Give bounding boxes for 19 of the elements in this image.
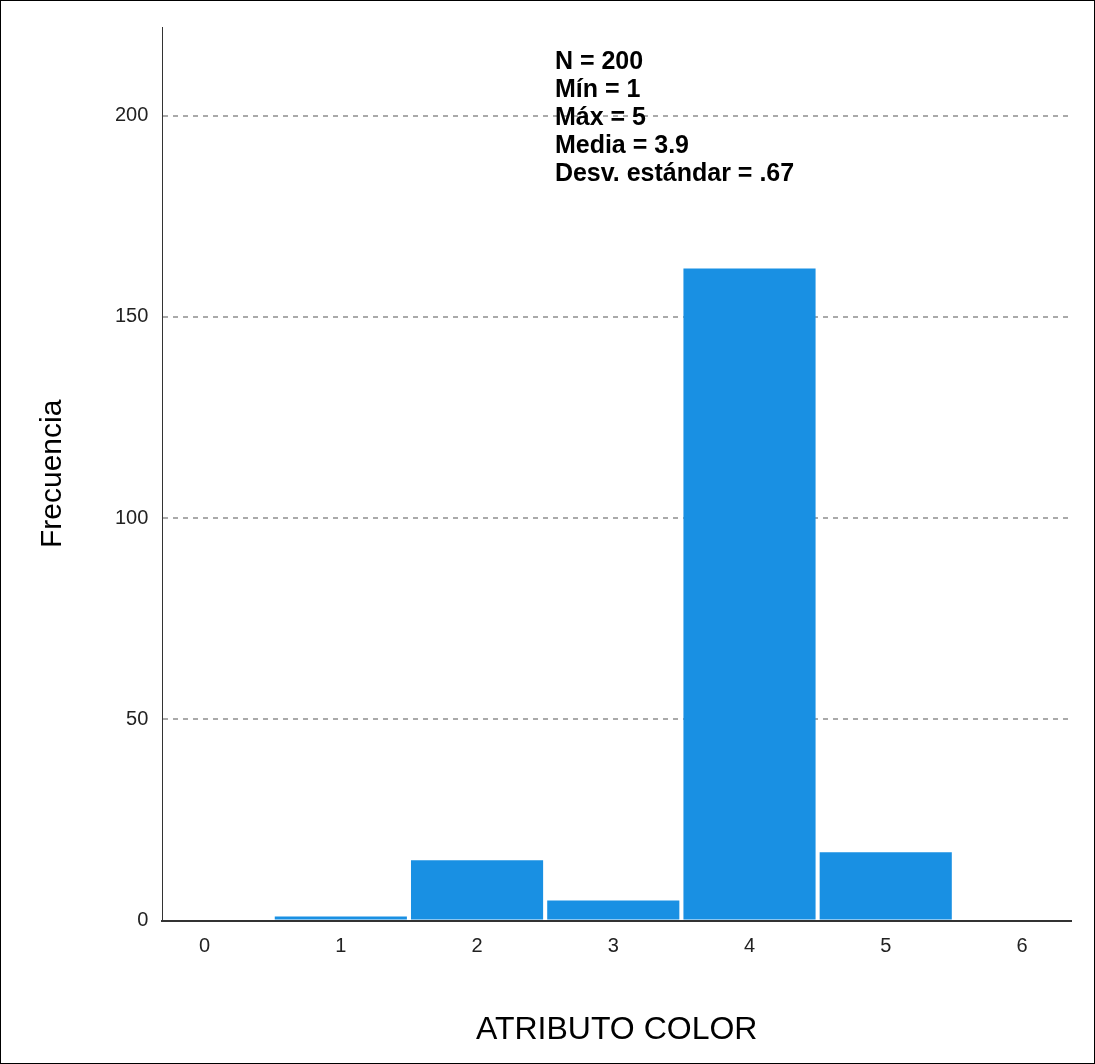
x-tick-label: 5 bbox=[880, 934, 892, 957]
y-tick-label: 150 bbox=[114, 304, 149, 327]
y-tick-label: 0 bbox=[137, 908, 149, 931]
y-tick-label: 50 bbox=[126, 706, 149, 729]
annotation: N = 200 bbox=[554, 46, 644, 75]
x-tick-label: 6 bbox=[1016, 934, 1028, 957]
annotation: Desv. estándar = .67 bbox=[554, 158, 795, 187]
x-tick-label: 3 bbox=[607, 934, 619, 957]
x-tick-label: 4 bbox=[743, 934, 756, 957]
annotation: Media = 3.9 bbox=[554, 130, 690, 159]
annotation: Máx = 5 bbox=[554, 102, 647, 131]
x-axis-title: ATRIBUTO COLOR bbox=[475, 1009, 758, 1046]
y-tick-label: 200 bbox=[114, 103, 149, 126]
x-tick-label: 1 bbox=[335, 934, 347, 957]
x-tick-label: 2 bbox=[471, 934, 483, 957]
x-tick-label: 0 bbox=[199, 934, 211, 957]
y-tick-label: 100 bbox=[114, 505, 149, 528]
annotation: Mín = 1 bbox=[554, 74, 641, 103]
y-axis-title: Frecuencia bbox=[34, 399, 68, 548]
